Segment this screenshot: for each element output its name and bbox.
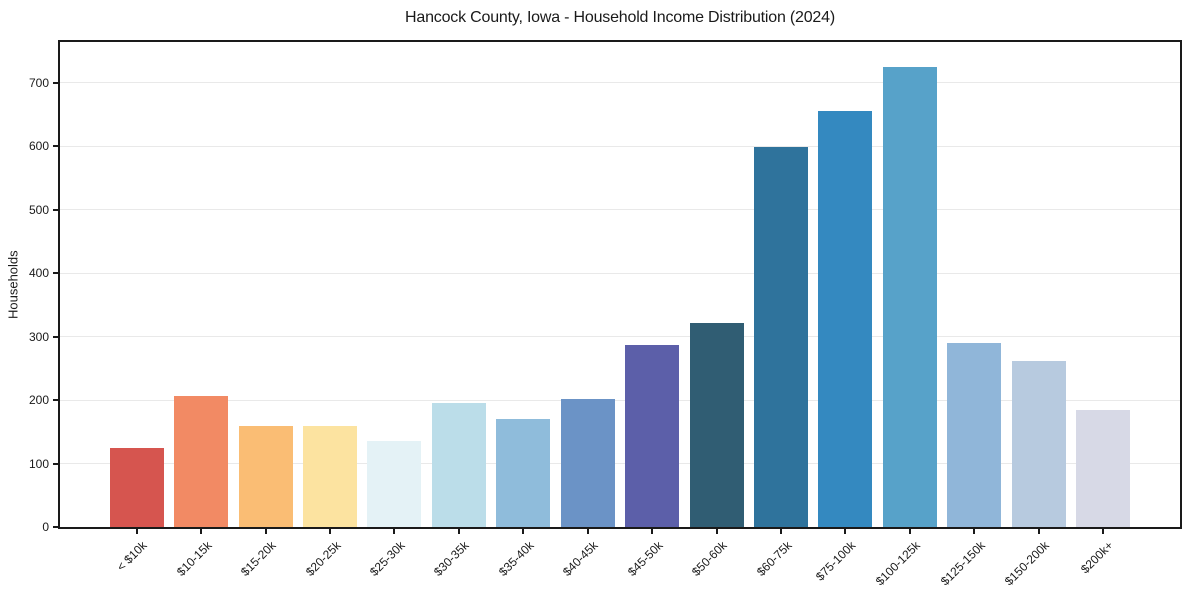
y-tick-label: 400	[28, 266, 49, 281]
y-tick-mark	[53, 399, 58, 402]
x-tick-mark	[651, 529, 654, 534]
bar-$15-20k	[238, 426, 293, 527]
x-tick-mark	[264, 529, 267, 534]
x-tick-mark	[328, 529, 331, 534]
x-tick-label: $200k+	[1078, 538, 1117, 577]
bar-$45-50k	[625, 344, 680, 527]
bar-$30-35k	[431, 402, 486, 527]
bar-$75-100k	[818, 111, 873, 527]
chart-title: Hancock County, Iowa - Household Income …	[405, 9, 835, 26]
x-tick-label: < $10k	[114, 538, 150, 574]
x-tick-label: $60-75k	[753, 538, 795, 579]
x-tick-label: $25-30k	[367, 538, 408, 579]
x-tick-mark	[715, 529, 718, 534]
x-tick-mark	[844, 529, 847, 534]
x-tick-label: $10-15k	[173, 538, 215, 579]
x-tick-label: $35-40k	[495, 538, 537, 579]
y-tick-label: 0	[42, 520, 49, 534]
bar-$40-45k	[560, 399, 615, 527]
gridline	[60, 82, 1180, 84]
y-tick-label: 100	[28, 456, 49, 471]
x-tick-mark	[457, 529, 460, 534]
bar-$25-30k	[367, 441, 422, 527]
x-tick-label: $30-35k	[431, 538, 473, 579]
y-tick-mark	[53, 272, 58, 275]
y-tick-mark	[53, 208, 58, 211]
x-tick-mark	[908, 529, 911, 534]
bar-$20-25k	[302, 426, 357, 527]
x-tick-mark	[1102, 529, 1105, 534]
x-tick-label: $40-45k	[560, 538, 601, 579]
gridline	[60, 272, 1180, 274]
y-axis-label: Households	[5, 250, 21, 319]
x-tick-mark	[393, 529, 396, 534]
gridline	[60, 463, 1180, 465]
bar-$150-200k	[1011, 360, 1066, 527]
x-tick-label: $150-200k	[1001, 538, 1052, 589]
x-tick-mark	[973, 529, 976, 534]
x-tick-mark	[522, 529, 525, 534]
gridline	[60, 145, 1180, 147]
x-tick-label: $75-100k	[813, 538, 859, 584]
bar-< $10k	[109, 447, 164, 527]
x-tick-mark	[135, 529, 138, 534]
x-tick-label: $15-20k	[238, 538, 279, 579]
x-tick-label: $100-125k	[873, 538, 924, 589]
y-tick-mark	[53, 145, 58, 148]
x-tick-label: $20-25k	[302, 538, 344, 579]
y-tick-label: 600	[28, 139, 49, 154]
x-tick-mark	[1037, 529, 1040, 534]
gridline	[60, 209, 1180, 211]
y-tick-mark	[53, 462, 58, 465]
bar-$100-125k	[882, 66, 937, 527]
x-tick-label: $50-60k	[689, 538, 730, 579]
y-tick-label: 300	[28, 329, 49, 344]
bar-$35-40k	[496, 419, 551, 527]
y-tick-mark	[53, 335, 58, 338]
x-tick-label: $45-50k	[624, 538, 666, 579]
y-tick-label: 200	[28, 393, 49, 408]
y-tick-mark	[53, 526, 58, 528]
bar-$50-60k	[689, 323, 744, 527]
x-tick-label: $125-150k	[937, 538, 988, 589]
y-tick-mark	[53, 81, 58, 84]
bar-$60-75k	[754, 147, 808, 527]
bar-$10-15k	[174, 395, 229, 527]
x-tick-mark	[586, 529, 589, 534]
bar-$200k+	[1076, 410, 1131, 527]
y-tick-label: 500	[28, 202, 49, 217]
x-tick-mark	[780, 529, 782, 534]
gridline	[60, 336, 1180, 338]
x-tick-mark	[200, 529, 203, 534]
bar-$125-150k	[947, 342, 1002, 527]
y-tick-label: 700	[28, 75, 49, 90]
gridline	[60, 399, 1180, 401]
